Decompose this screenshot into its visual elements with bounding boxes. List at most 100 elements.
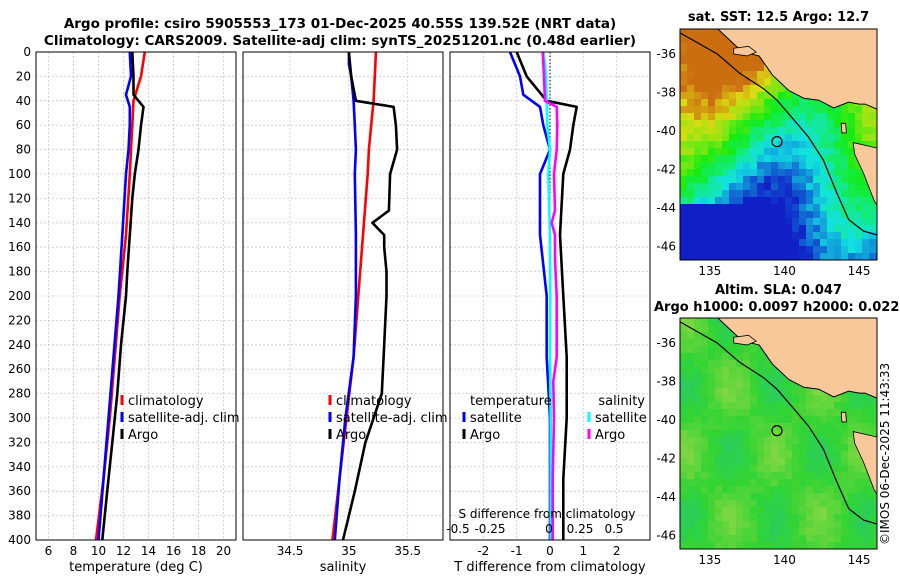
map-cell: [750, 465, 757, 472]
depth-tick-label: 360: [8, 484, 31, 498]
map-cell: [869, 113, 876, 120]
map-cell: [799, 423, 806, 430]
map-cell: [729, 50, 736, 57]
map-cell: [764, 78, 771, 85]
map-cell: [799, 141, 806, 148]
map-cell: [722, 225, 729, 232]
map-cell: [806, 169, 813, 176]
map-lon-tick-label: 145: [848, 553, 871, 567]
map-cell: [680, 211, 687, 218]
map-cell: [778, 176, 785, 183]
map-lon-tick-label: 135: [698, 264, 721, 278]
map-cell: [680, 246, 687, 253]
kangaroo-island: [733, 334, 757, 346]
legend-label: Argo: [128, 428, 158, 443]
map-cell: [757, 134, 764, 141]
map-cell: [729, 381, 736, 388]
map-cell: [834, 402, 841, 409]
map-cell: [715, 169, 722, 176]
map-cell: [771, 493, 778, 500]
map-cell: [708, 374, 715, 381]
map-cell: [743, 423, 750, 430]
depth-tick-label: 240: [8, 338, 31, 352]
map-cell: [792, 218, 799, 225]
map-cell: [834, 225, 841, 232]
map-cell: [813, 423, 820, 430]
map-cell: [764, 92, 771, 99]
map-cell: [729, 423, 736, 430]
map-cell: [729, 486, 736, 493]
map-cell: [813, 134, 820, 141]
map-cell: [708, 318, 715, 325]
map-cell: [729, 141, 736, 148]
map-cell: [680, 92, 687, 99]
map-cell: [785, 225, 792, 232]
depth-tick-label: 60: [16, 118, 31, 132]
map-cell: [778, 486, 785, 493]
map-cell: [694, 64, 701, 71]
map-cell: [736, 479, 743, 486]
map-cell: [799, 155, 806, 162]
map-cell: [680, 381, 687, 388]
map-cell: [694, 318, 701, 325]
map-cell: [694, 479, 701, 486]
map-cell: [806, 225, 813, 232]
map-cell: [799, 106, 806, 113]
map-cell: [743, 57, 750, 64]
map-cell: [701, 71, 708, 78]
map-cell: [834, 486, 841, 493]
map-cell: [729, 197, 736, 204]
map-cell: [792, 542, 799, 549]
map-cell: [771, 218, 778, 225]
map-cell: [799, 176, 806, 183]
map-cell: [792, 528, 799, 535]
map-cell: [680, 528, 687, 535]
map-cell: [771, 444, 778, 451]
map-cell: [785, 402, 792, 409]
map-cell: [694, 395, 701, 402]
map-cell: [701, 253, 708, 260]
map-cell: [841, 500, 848, 507]
map-cell: [722, 402, 729, 409]
map-cell: [715, 239, 722, 246]
map-cell: [715, 444, 722, 451]
map-cell: [820, 127, 827, 134]
map-cell: [813, 465, 820, 472]
map-cell: [680, 64, 687, 71]
axes-frame: [242, 51, 444, 541]
top-tick-label: -0.5: [446, 522, 469, 536]
map-cell: [764, 106, 771, 113]
map-cell: [848, 430, 855, 437]
map-cell: [708, 92, 715, 99]
map-cell: [680, 190, 687, 197]
map-cell: [820, 225, 827, 232]
map-cell: [694, 514, 701, 521]
map-cell: [729, 92, 736, 99]
map-cell: [778, 514, 785, 521]
map-lat-tick-label: -38: [656, 375, 676, 389]
map-cell: [722, 409, 729, 416]
map-cell: [757, 395, 764, 402]
map-cell: [792, 423, 799, 430]
series-line-Argo: [101, 51, 145, 541]
map-cell: [708, 176, 715, 183]
map-cell: [799, 458, 806, 465]
map-cell: [855, 183, 862, 190]
map-cell: [694, 120, 701, 127]
map-cell: [813, 106, 820, 113]
map-cell: [834, 542, 841, 549]
legend-label: satellite-adj. clim: [128, 411, 240, 426]
map-cell: [855, 127, 862, 134]
map-cell: [771, 374, 778, 381]
map-cell: [701, 239, 708, 246]
map-cell: [764, 127, 771, 134]
map-cell: [820, 402, 827, 409]
legend-label: satellite: [470, 411, 522, 426]
map-cell: [708, 162, 715, 169]
map-cell: [708, 458, 715, 465]
map-cell: [771, 381, 778, 388]
map-cell: [799, 500, 806, 507]
map-cell: [799, 134, 806, 141]
depth-tick-label: 120: [8, 191, 31, 205]
map-cell: [757, 507, 764, 514]
